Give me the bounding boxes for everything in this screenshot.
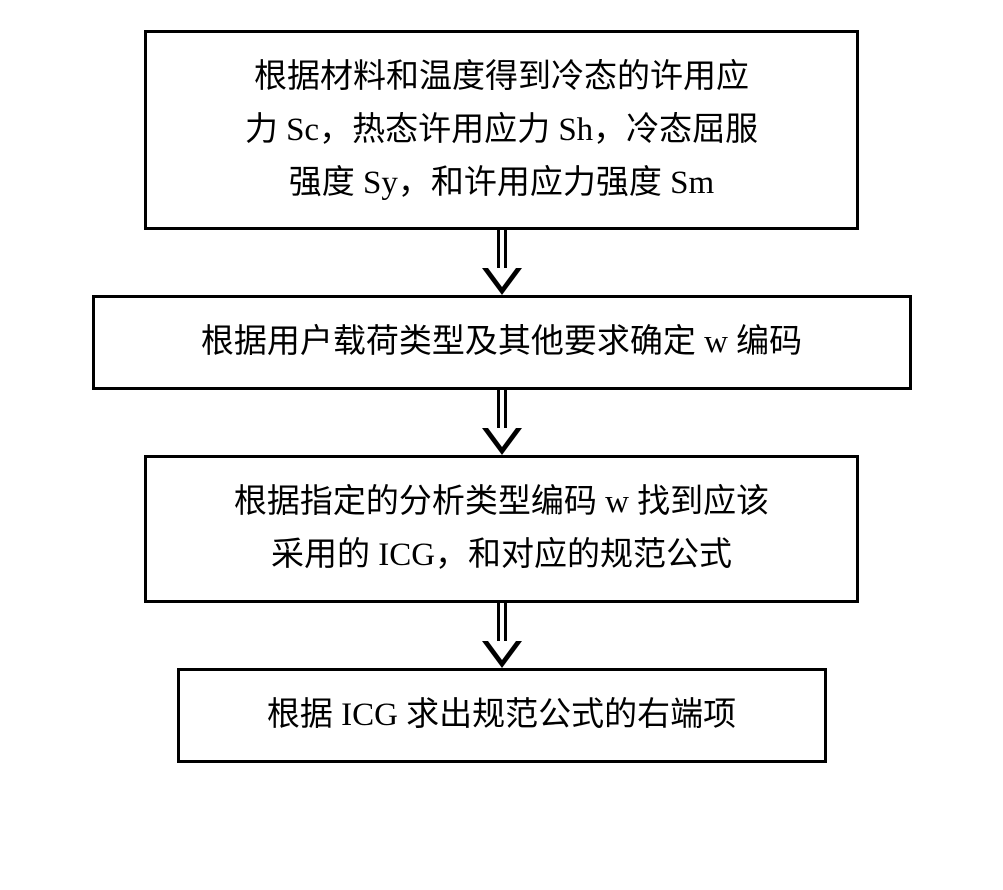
flowchart-step-2: 根据用户载荷类型及其他要求确定 w 编码 — [92, 295, 912, 390]
arrow-head-icon — [482, 268, 522, 295]
arrow-head-icon — [482, 428, 522, 455]
arrow-shaft-icon — [497, 230, 507, 268]
arrow-head-icon — [482, 641, 522, 668]
arrow-shaft-icon — [497, 390, 507, 428]
arrow-2 — [482, 390, 522, 455]
step-3-text: 根据指定的分析类型编码 w 找到应该 采用的 ICG，和对应的规范公式 — [234, 476, 769, 582]
arrow-shaft-icon — [497, 603, 507, 641]
flowchart-step-1: 根据材料和温度得到冷态的许用应 力 Sc，热态许用应力 Sh，冷态屈服 强度 S… — [144, 30, 859, 230]
arrow-3 — [482, 603, 522, 668]
step-2-text: 根据用户载荷类型及其他要求确定 w 编码 — [201, 316, 802, 369]
step-1-text: 根据材料和温度得到冷态的许用应 力 Sc，热态许用应力 Sh，冷态屈服 强度 S… — [245, 51, 758, 209]
arrow-1 — [482, 230, 522, 295]
step-4-text: 根据 ICG 求出规范公式的右端项 — [267, 689, 736, 742]
flowchart-step-4: 根据 ICG 求出规范公式的右端项 — [177, 668, 827, 763]
flowchart-container: 根据材料和温度得到冷态的许用应 力 Sc，热态许用应力 Sh，冷态屈服 强度 S… — [0, 0, 1003, 763]
flowchart-step-3: 根据指定的分析类型编码 w 找到应该 采用的 ICG，和对应的规范公式 — [144, 455, 859, 603]
